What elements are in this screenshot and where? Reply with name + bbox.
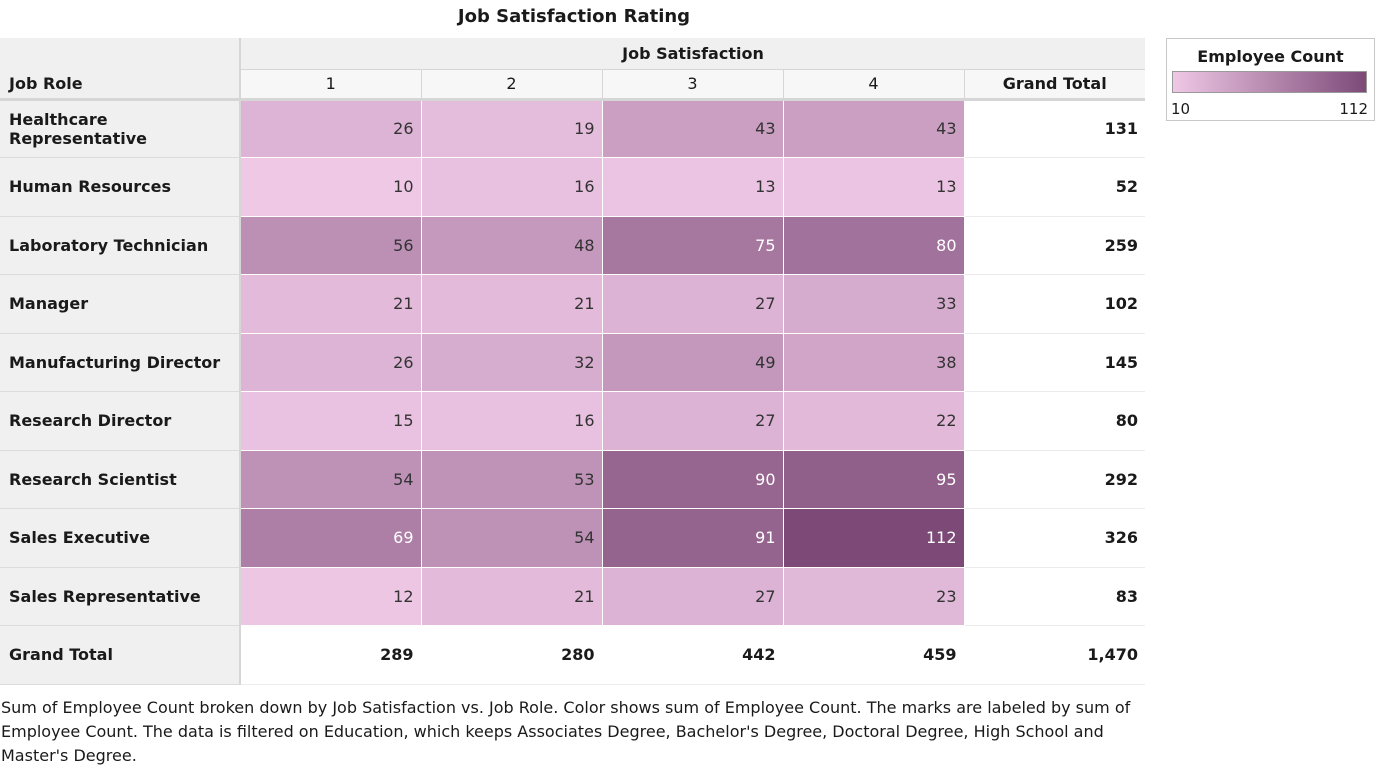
heatmap-cell: 54 [421, 508, 603, 568]
table-row: Research Scientist 54 53 90 95 292 [0, 450, 1145, 509]
column-header-grand-total: Grand Total [963, 69, 1145, 101]
heatmap-cell: 53 [421, 450, 603, 509]
table-row: Sales Representative 12 21 27 23 83 [0, 567, 1145, 626]
color-legend: Employee Count 10 112 [1166, 38, 1375, 121]
column-grand-total: 459 [782, 625, 965, 685]
heatmap-cell: 21 [421, 567, 603, 626]
heatmap-cell: 19 [421, 99, 603, 158]
heatmap-cell: 49 [602, 333, 784, 392]
chart-caption: Sum of Employee Count broken down by Job… [1, 698, 1131, 765]
heatmap-cell: 22 [783, 391, 965, 451]
heatmap-cell: 43 [783, 99, 965, 158]
heatmap-cell: 75 [602, 216, 784, 275]
heatmap-cell: 16 [421, 391, 603, 451]
column-header-4: 4 [782, 69, 964, 101]
heatmap-cell: 15 [240, 391, 422, 451]
row-header: Research Director [0, 391, 241, 451]
grand-total-row-label: Grand Total [0, 625, 241, 685]
row-grand-total: 131 [963, 99, 1145, 158]
heatmap-cell: 27 [602, 567, 784, 626]
heatmap-cell: 32 [421, 333, 603, 392]
heatmap-cell: 21 [240, 274, 422, 334]
legend-max-label: 112 [1339, 100, 1368, 118]
heatmap-cell: 112 [783, 508, 965, 568]
table-row: Manufacturing Director 26 32 49 38 145 [0, 333, 1145, 392]
heatmap-cell: 56 [240, 216, 422, 275]
legend-min-label: 10 [1171, 100, 1191, 118]
row-axis-label: Job Role [0, 38, 241, 101]
row-grand-total: 52 [963, 157, 1145, 217]
heatmap-cell: 95 [783, 450, 965, 509]
heatmap-cell: 27 [602, 391, 784, 451]
row-header: Human Resources [0, 157, 241, 217]
heatmap-cell: 43 [602, 99, 784, 158]
heatmap-cell: 33 [783, 274, 965, 334]
legend-gradient-bar [1172, 71, 1367, 93]
grand-total-row: Grand Total 289 280 442 459 1,470 [0, 625, 1145, 685]
heatmap-cell: 27 [602, 274, 784, 334]
table-row: Human Resources 10 16 13 13 52 [0, 157, 1145, 217]
heatmap-cell: 23 [783, 567, 965, 626]
table-row: Sales Executive 69 54 91 112 326 [0, 508, 1145, 568]
heatmap-cell: 38 [783, 333, 965, 392]
overall-grand-total: 1,470 [963, 625, 1145, 685]
heatmap-cell: 54 [240, 450, 422, 509]
heatmap-cell: 69 [240, 508, 422, 568]
chart-title: Job Satisfaction Rating [457, 6, 691, 27]
row-header: Sales Representative [0, 567, 241, 626]
row-grand-total: 102 [963, 274, 1145, 334]
row-grand-total: 259 [963, 216, 1145, 275]
row-header: Research Scientist [0, 450, 241, 509]
table-row: Healthcare Representative 26 19 43 43 131 [0, 99, 1145, 158]
heatmap-cell: 16 [421, 157, 603, 217]
row-header: Sales Executive [0, 508, 241, 568]
row-header: Manager [0, 274, 241, 334]
row-grand-total: 326 [963, 508, 1145, 568]
table-row: Manager 21 21 27 33 102 [0, 274, 1145, 334]
heatmap-cell: 13 [602, 157, 784, 217]
heatmap-cell: 48 [421, 216, 603, 275]
heatmap-body: Healthcare Representative 26 19 43 43 131 Huma… [0, 99, 1145, 685]
legend-title: Employee Count [1197, 47, 1344, 66]
heatmap-cell: 12 [240, 567, 422, 626]
table-row: Laboratory Technician 56 48 75 80 259 [0, 216, 1145, 275]
row-grand-total: 80 [963, 391, 1145, 451]
column-axis-label: Job Satisfaction [240, 38, 1145, 70]
row-header: Healthcare Representative [0, 99, 241, 158]
column-header-1: 1 [239, 69, 421, 101]
column-grand-total: 442 [601, 625, 784, 685]
row-header: Laboratory Technician [0, 216, 241, 275]
column-grand-total: 289 [239, 625, 422, 685]
heatmap-cell: 10 [240, 157, 422, 217]
heatmap-cell: 13 [783, 157, 965, 217]
heatmap-table: Job Role Job Satisfaction 1 2 3 4 Grand Tota… [0, 38, 1145, 685]
column-header-2: 2 [420, 69, 602, 101]
heatmap-cell: 21 [421, 274, 603, 334]
heatmap-cell: 26 [240, 99, 422, 158]
column-header-3: 3 [601, 69, 783, 101]
column-header-row: 1 2 3 4 Grand Total [0, 69, 1145, 101]
heatmap-cell: 90 [602, 450, 784, 509]
heatmap-cell: 91 [602, 508, 784, 568]
heatmap-cell: 80 [783, 216, 965, 275]
row-header: Manufacturing Director [0, 333, 241, 392]
row-grand-total: 145 [963, 333, 1145, 392]
column-grand-total: 280 [420, 625, 603, 685]
heatmap-cell: 26 [240, 333, 422, 392]
row-grand-total: 292 [963, 450, 1145, 509]
row-grand-total: 83 [963, 567, 1145, 626]
table-row: Research Director 15 16 27 22 80 [0, 391, 1145, 451]
